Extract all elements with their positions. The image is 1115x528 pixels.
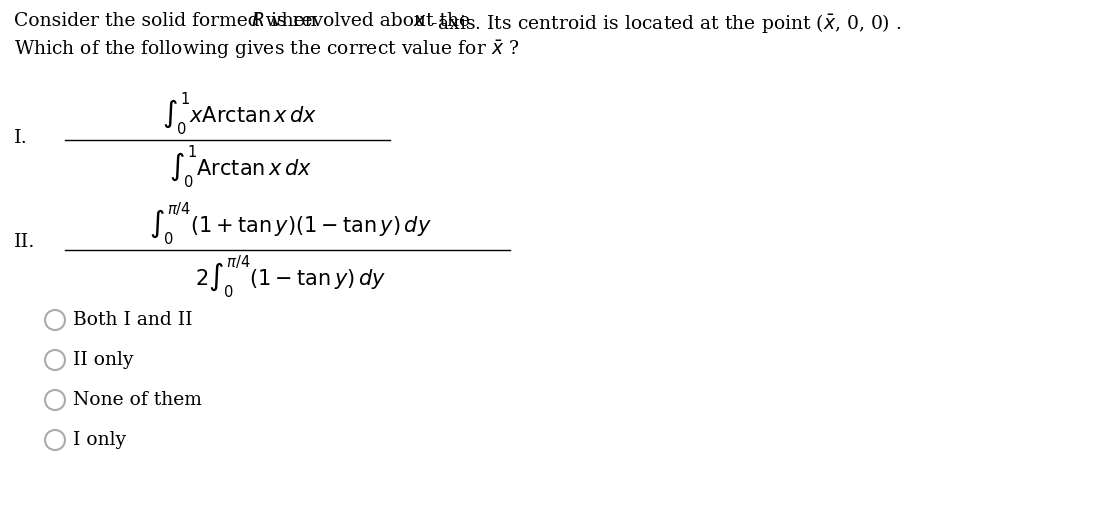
Text: $x$: $x$ [413,12,427,30]
Text: II only: II only [72,351,134,369]
Text: is revolved about the: is revolved about the [265,12,476,30]
Text: $\int_0^1 x\mathrm{Arctan}\,x\,dx$: $\int_0^1 x\mathrm{Arctan}\,x\,dx$ [163,90,318,137]
Text: Both I and II: Both I and II [72,311,193,329]
Text: $R$: $R$ [251,12,264,30]
Text: None of them: None of them [72,391,202,409]
Text: $2\int_0^{\pi/4}(1-\tan y)\,dy$: $2\int_0^{\pi/4}(1-\tan y)\,dy$ [194,253,386,300]
Text: II.: II. [14,233,36,251]
Text: $\int_0^{\pi/4}(1+\tan y)(1-\tan y)\,dy$: $\int_0^{\pi/4}(1+\tan y)(1-\tan y)\,dy$ [148,200,432,247]
Text: -axis. Its centroid is located at the point ($\bar{x}$, 0, 0) .: -axis. Its centroid is located at the po… [425,12,901,35]
Text: I only: I only [72,431,126,449]
Text: I.: I. [14,129,28,147]
Text: Which of the following gives the correct value for $\bar{x}$ ?: Which of the following gives the correct… [14,38,520,61]
Text: $\int_0^1 \mathrm{Arctan}\,x\,dx$: $\int_0^1 \mathrm{Arctan}\,x\,dx$ [168,143,311,190]
Text: Consider the solid formed when: Consider the solid formed when [14,12,322,30]
